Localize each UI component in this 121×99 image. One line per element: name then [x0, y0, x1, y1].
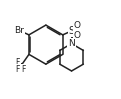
Text: O: O — [73, 31, 80, 40]
Text: Br: Br — [14, 26, 24, 35]
Text: F: F — [15, 65, 20, 74]
Text: N: N — [68, 39, 75, 48]
Text: F: F — [21, 65, 25, 74]
Text: S: S — [68, 26, 75, 36]
Text: O: O — [73, 21, 80, 30]
Text: F: F — [15, 58, 20, 67]
Text: N: N — [68, 39, 75, 48]
